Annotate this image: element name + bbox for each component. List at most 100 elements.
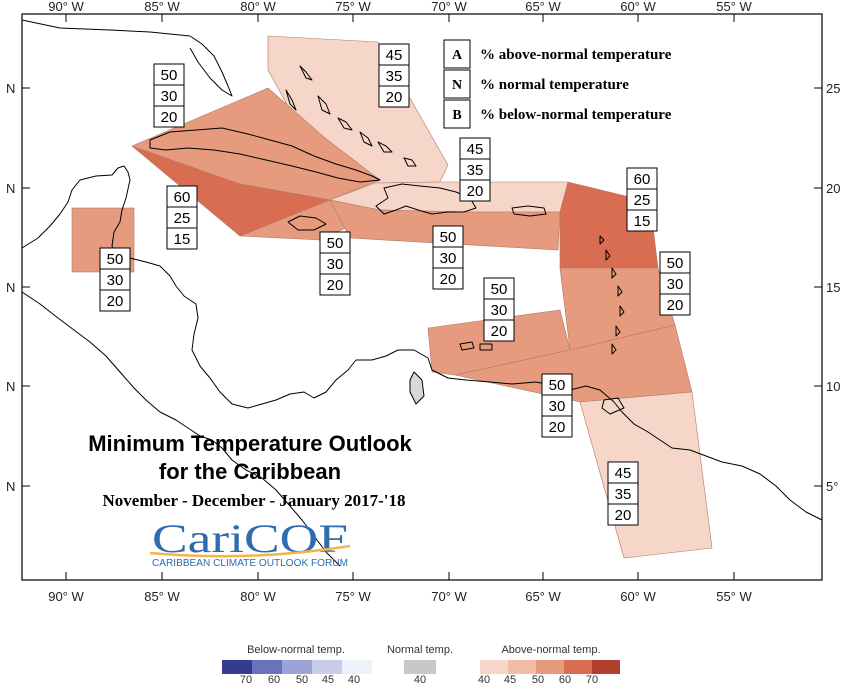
lon-label: 60° W bbox=[620, 0, 656, 14]
coastlines bbox=[21, 19, 823, 567]
forecast-box-belize: 50 30 20 bbox=[99, 247, 131, 312]
legend-letter: N bbox=[452, 78, 462, 93]
lon-label: 65° W bbox=[525, 589, 561, 604]
lat-label-left: N bbox=[6, 81, 15, 96]
normal-value: 30 bbox=[549, 398, 566, 415]
normal-value: 30 bbox=[491, 302, 508, 319]
below-normal-value: 20 bbox=[327, 277, 344, 294]
forecast-box-puerto-rico-south: 50 30 20 bbox=[432, 225, 464, 290]
lon-label: 85° W bbox=[144, 589, 180, 604]
lat-labels: N N N N N 25 20 15 10 5° bbox=[6, 81, 840, 494]
above-normal-value: 50 bbox=[667, 255, 684, 272]
lon-label: 90° W bbox=[48, 589, 84, 604]
above-normal-value: 45 bbox=[386, 47, 403, 64]
lon-labels-bottom: 90° W 85° W 80° W 75° W 70° W 65° W 60° … bbox=[48, 589, 752, 604]
legend-letter: A bbox=[452, 48, 463, 63]
probability-legend: A % above-normal temperature N % normal … bbox=[443, 39, 672, 129]
normal-value: 30 bbox=[327, 256, 344, 273]
caricof-logo: CariCOF CARIBBEAN CLIMATE OUTLOOK FORUM bbox=[149, 516, 351, 569]
normal-value: 35 bbox=[615, 486, 632, 503]
scale-swatch-below-45 bbox=[312, 660, 342, 674]
forecast-box-central-cuba-jamaica: 60 25 15 bbox=[166, 185, 198, 250]
lon-label: 85° W bbox=[144, 0, 180, 14]
below-normal-value: 20 bbox=[161, 109, 178, 126]
scale-tick: 60 bbox=[268, 674, 280, 684]
legend-letter-box bbox=[443, 69, 471, 99]
scale-swatch-below-40 bbox=[342, 660, 372, 674]
scale-tick: 50 bbox=[532, 674, 544, 684]
legend-letter-box bbox=[443, 99, 471, 129]
forecast-box-bahamas: 45 35 20 bbox=[378, 43, 410, 108]
normal-value: 30 bbox=[107, 272, 124, 289]
below-normal-value: 20 bbox=[615, 507, 632, 524]
scale-swatch-above-70 bbox=[592, 660, 620, 674]
above-normal-value: 50 bbox=[107, 251, 124, 268]
logo-swoosh-icon bbox=[149, 544, 351, 558]
below-normal-value: 20 bbox=[549, 419, 566, 436]
lon-label: 70° W bbox=[431, 0, 467, 14]
normal-value: 30 bbox=[667, 276, 684, 293]
lon-label: 70° W bbox=[431, 589, 467, 604]
forecast-box-jamaica-south: 50 30 20 bbox=[319, 231, 351, 296]
lon-label: 80° W bbox=[240, 0, 276, 14]
lat-label-left: N bbox=[6, 379, 15, 394]
legend-text: % below-normal temperature bbox=[480, 107, 672, 123]
above-normal-value: 50 bbox=[440, 229, 457, 246]
lon-label: 60° W bbox=[620, 589, 656, 604]
scale-tick: 50 bbox=[296, 674, 308, 684]
scale-tick: 40 bbox=[414, 674, 426, 684]
below-normal-scale-label: Below-normal temp. bbox=[247, 644, 345, 656]
map-title-line2: for the Caribbean bbox=[159, 459, 341, 484]
lon-label: 65° W bbox=[525, 0, 561, 14]
color-scale: Below-normal temp. 70 60 50 45 40 Normal… bbox=[222, 644, 620, 686]
lat-label-right: 10 bbox=[826, 379, 840, 394]
normal-value: 35 bbox=[386, 68, 403, 85]
lon-label: 55° W bbox=[716, 0, 752, 14]
below-normal-value: 20 bbox=[107, 293, 124, 310]
above-normal-value: 60 bbox=[174, 189, 191, 206]
lat-label-left: N bbox=[6, 479, 15, 494]
normal-value: 25 bbox=[634, 192, 651, 209]
normal-value: 25 bbox=[174, 210, 191, 227]
scale-swatch-above-45 bbox=[508, 660, 536, 674]
caricof-wordmark: CariCOF bbox=[152, 516, 348, 561]
above-normal-value: 50 bbox=[491, 281, 508, 298]
lat-label-left: N bbox=[6, 280, 15, 295]
above-normal-value: 60 bbox=[634, 171, 651, 188]
scale-tick: 70 bbox=[240, 674, 252, 684]
scale-tick: 45 bbox=[504, 674, 516, 684]
legend-letter-box bbox=[443, 39, 471, 69]
legend-text: % above-normal temperature bbox=[480, 47, 672, 63]
tick-marks bbox=[22, 14, 822, 580]
above-normal-value: 50 bbox=[549, 377, 566, 394]
legend-letter: B bbox=[452, 108, 461, 123]
outlook-period: November - December - January 2017-'18 bbox=[103, 491, 406, 510]
lon-label: 75° W bbox=[335, 589, 371, 604]
below-normal-value: 20 bbox=[491, 323, 508, 340]
lat-label-right: 25 bbox=[826, 81, 840, 96]
title-block: Minimum Temperature Outlook for the Cari… bbox=[88, 431, 412, 510]
forecast-box-gulf-cuba: 50 30 20 bbox=[153, 63, 185, 128]
below-normal-value: 20 bbox=[386, 89, 403, 106]
lat-label-right: 20 bbox=[826, 181, 840, 196]
lon-label: 55° W bbox=[716, 589, 752, 604]
scale-tick: 60 bbox=[559, 674, 571, 684]
forecast-box-windward-islands: 50 30 20 bbox=[659, 251, 691, 316]
scale-swatch-below-50 bbox=[282, 660, 312, 674]
scale-swatch-above-60 bbox=[564, 660, 592, 674]
above-normal-value: 45 bbox=[615, 465, 632, 482]
normal-value: 30 bbox=[161, 88, 178, 105]
above-normal-scale-label: Above-normal temp. bbox=[501, 644, 600, 656]
scale-tick: 70 bbox=[586, 674, 598, 684]
scale-swatch-above-40 bbox=[480, 660, 508, 674]
normal-scale-label: Normal temp. bbox=[387, 644, 453, 656]
scale-swatch-below-60 bbox=[252, 660, 282, 674]
above-normal-value: 45 bbox=[467, 141, 484, 158]
lat-label-left: N bbox=[6, 181, 15, 196]
below-normal-value: 15 bbox=[174, 231, 191, 248]
lon-labels-top: 90° W 85° W 80° W 75° W 70° W 65° W 60° … bbox=[48, 0, 752, 14]
above-normal-value: 50 bbox=[327, 235, 344, 252]
map-title: Minimum Temperature Outlook bbox=[88, 431, 412, 456]
caricof-subtitle: CARIBBEAN CLIMATE OUTLOOK FORUM bbox=[152, 558, 348, 569]
